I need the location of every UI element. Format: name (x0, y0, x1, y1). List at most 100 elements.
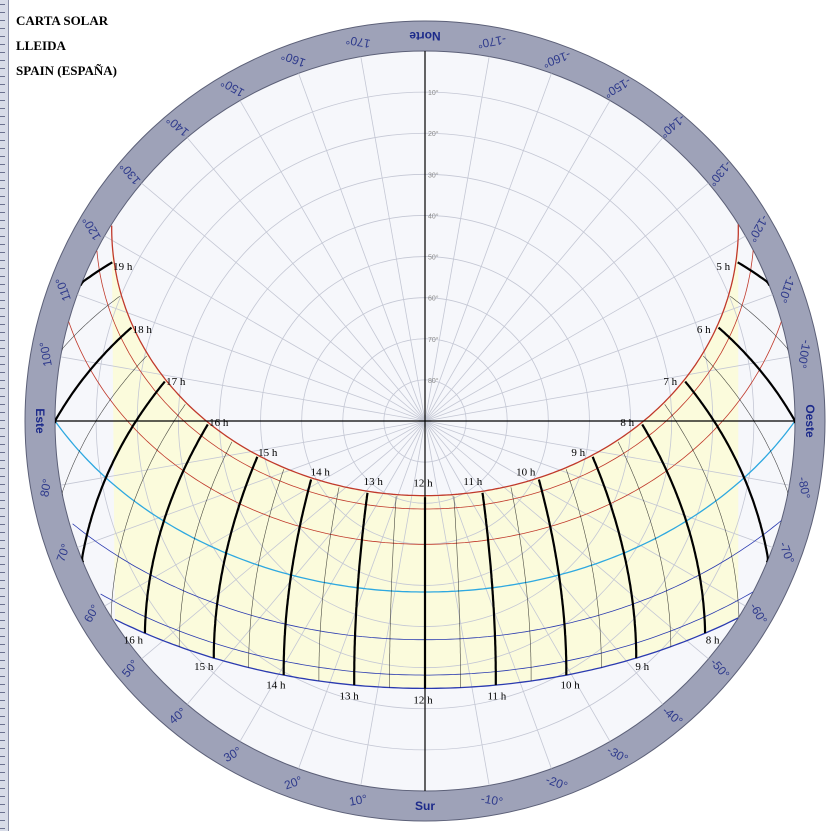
azimuth-label: -100° (795, 339, 814, 370)
azimuth-spoke (298, 73, 426, 422)
hour-line (684, 380, 769, 563)
azimuth-label: -10° (480, 791, 504, 809)
ruler-tick (0, 572, 5, 573)
half-hour-line (565, 469, 602, 668)
azimuth-spoke (424, 420, 790, 486)
half-hour-line (664, 404, 740, 618)
ruler-tick (0, 740, 5, 741)
ruler-tick (0, 60, 5, 61)
ruler-tick (0, 796, 5, 797)
hour-label: 12 h (413, 694, 433, 706)
hour-line (591, 456, 638, 659)
ruler-tick (0, 636, 5, 637)
hour-label: 13 h (364, 476, 384, 488)
ruler-tick (0, 564, 5, 565)
ruler-tick (0, 188, 5, 189)
ruler-tick (0, 180, 5, 181)
altitude-label: 20° (428, 130, 439, 138)
ruler-tick (0, 412, 5, 413)
ruler-tick (0, 196, 5, 197)
ruler-tick (0, 308, 5, 309)
azimuth-spoke (60, 356, 426, 422)
azimuth-spoke (424, 420, 773, 548)
ruler-tick (0, 628, 5, 629)
ruler-tick (0, 276, 5, 277)
ruler-tick (0, 396, 5, 397)
ruler-tick (0, 28, 5, 29)
ruler-tick (0, 36, 5, 37)
ruler-tick (0, 508, 5, 509)
half-hour-line (510, 487, 532, 681)
ruler-tick (0, 660, 5, 661)
hour-label: 10 h (516, 467, 536, 479)
ruler-tick (0, 684, 5, 685)
azimuth-label: 20° (282, 773, 304, 792)
ruler-tick (0, 452, 5, 453)
ruler-tick (0, 812, 5, 813)
hour-line (641, 423, 707, 634)
hour-line (737, 261, 771, 286)
altitude-label: 60° (428, 295, 439, 303)
ruler-tick (0, 716, 5, 717)
hour-label: 15 h (258, 447, 278, 459)
azimuth-spoke (360, 56, 426, 422)
ruler-tick (0, 364, 5, 365)
ruler-tick (0, 388, 5, 389)
ruler-tick (0, 828, 5, 829)
ruler-tick (0, 52, 5, 53)
azimuth-spoke (424, 420, 746, 607)
hour-label: 9 h (571, 447, 585, 459)
north-label: Norte (409, 29, 441, 43)
ruler-tick (0, 44, 5, 45)
altitude-label: 80° (428, 377, 439, 385)
ruler-tick (0, 500, 5, 501)
ruler-tick (0, 76, 5, 77)
ruler-tick (0, 348, 5, 349)
half-hour-line (110, 404, 186, 618)
hour-label: 9 h (635, 661, 649, 673)
ruler-tick (0, 476, 5, 477)
azimuth-spoke (424, 356, 790, 422)
azimuth-spoke (424, 182, 709, 422)
half-hour-line (61, 355, 147, 496)
azimuth-spoke (77, 294, 426, 422)
ruler-tick (0, 460, 5, 461)
azimuth-spoke (424, 420, 664, 705)
hour-line (79, 261, 113, 286)
title-block: CARTA SOLAR LLEIDA SPAIN (ESPAÑA) (16, 8, 117, 83)
ruler-tick (0, 420, 5, 421)
hour-label: 6 h (697, 324, 711, 336)
azimuth-label: 170° (344, 33, 371, 51)
ruler-tick (0, 68, 5, 69)
hour-label: 19 h (113, 261, 133, 273)
ruler-tick (0, 676, 5, 677)
ruler-tick (0, 556, 5, 557)
east-label: Este (33, 408, 47, 434)
ruler-tick (0, 380, 5, 381)
ruler-tick (0, 220, 5, 221)
azimuth-label: 10° (348, 792, 368, 809)
azimuth-label: 80° (37, 478, 54, 498)
azimuth-spoke (141, 182, 426, 422)
ruler-tick (0, 484, 5, 485)
hour-line (537, 479, 568, 676)
hour-label: 14 h (266, 680, 286, 692)
ruler-tick (0, 212, 5, 213)
ruler-tick (0, 444, 5, 445)
ruler-tick (0, 692, 5, 693)
ruler-tick (0, 332, 5, 333)
altitude-label: 70° (428, 336, 439, 344)
ruler-tick (0, 612, 5, 613)
location-city: LLEIDA (16, 38, 66, 53)
hour-label: 16 h (209, 417, 229, 429)
ruler-tick (0, 92, 5, 93)
ruler-tick (0, 596, 5, 597)
ruler-tick (0, 116, 5, 117)
azimuth-spoke (239, 420, 426, 742)
ruler-tick (0, 268, 5, 269)
ruler-tick (0, 724, 5, 725)
altitude-label: 10° (428, 89, 439, 97)
azimuth-spoke (104, 235, 426, 422)
ruler-tick (0, 108, 5, 109)
